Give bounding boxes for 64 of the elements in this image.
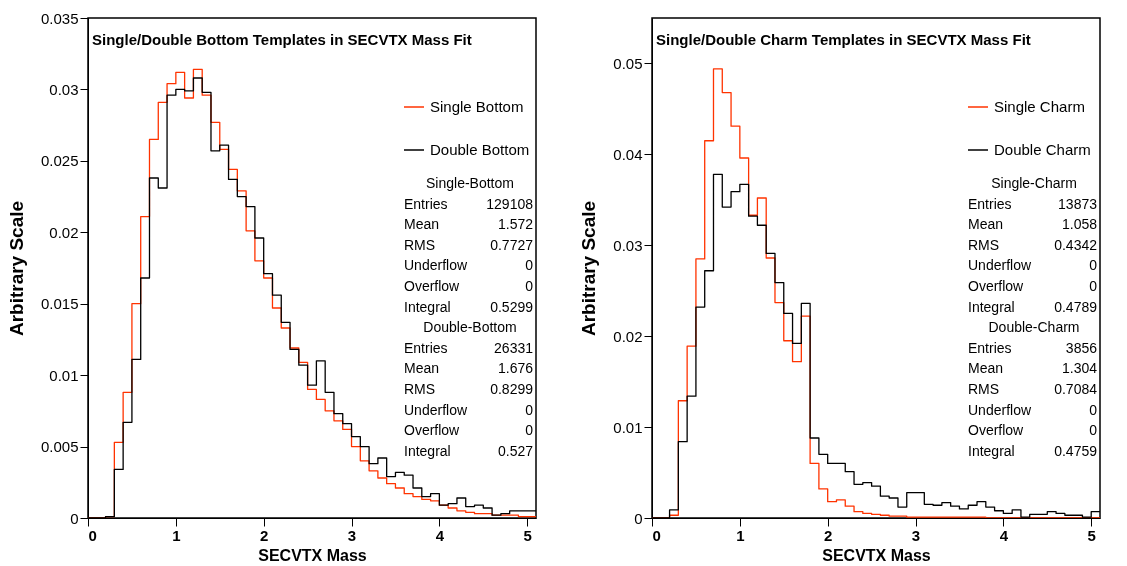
y-tick-label: 0 bbox=[634, 509, 643, 527]
legend-label: Single Bottom bbox=[430, 98, 524, 115]
annotation: Single-Charm bbox=[991, 175, 1077, 191]
text: Integral 0.527 bbox=[404, 442, 533, 459]
legend-label: Single Charm bbox=[994, 98, 1085, 115]
x-tick-label: 0 bbox=[652, 526, 661, 544]
x-tick-label: 2 bbox=[260, 526, 269, 544]
text: Entries 26331 bbox=[404, 339, 533, 356]
text: RMS 0.4342 bbox=[968, 236, 1097, 253]
y-tick-label: 0.02 bbox=[613, 327, 643, 345]
annotation: Single-Bottom bbox=[426, 175, 514, 191]
x-tick-label: 3 bbox=[347, 526, 357, 544]
text: RMS 0.7727 bbox=[404, 236, 533, 253]
annotation: Double-Bottom bbox=[423, 319, 517, 336]
text: Single/Double Bottom Templates in SECVTX Mass Fit bbox=[92, 31, 472, 48]
x-tick-label: 5 bbox=[1087, 526, 1096, 544]
text: Underflow 0 bbox=[968, 401, 1097, 418]
text: RMS 0.8299 bbox=[404, 381, 533, 397]
x-tick-label: 4 bbox=[435, 526, 445, 544]
text: Overflow 0 bbox=[968, 278, 1097, 294]
text: Mean 1.676 bbox=[404, 360, 533, 377]
x-axis-title: SECVTX Mass bbox=[258, 546, 367, 564]
text: Mean 1.304 bbox=[968, 360, 1097, 377]
annotation: Double-Charm bbox=[988, 319, 1080, 336]
x-tick-label: 4 bbox=[999, 526, 1009, 544]
y-tick-label: 0.01 bbox=[613, 418, 643, 436]
x-tick-label: 2 bbox=[824, 526, 833, 544]
text: Single/Double Charm Templates in SECVTX Mass Fit bbox=[656, 31, 1031, 48]
text: Overflow 0 bbox=[404, 422, 533, 439]
y-tick-label: 0.01 bbox=[49, 366, 79, 384]
text: Mean 1.058 bbox=[968, 216, 1097, 233]
text: Underflow 0 bbox=[404, 401, 533, 418]
x-tick-label: 3 bbox=[911, 526, 921, 544]
x-axis-title: SECVTX Mass bbox=[822, 546, 931, 564]
x-tick-label: 1 bbox=[172, 526, 181, 544]
text: Entries 3856 bbox=[968, 339, 1097, 356]
text: Entries 13873 bbox=[968, 195, 1097, 212]
y-tick-label: 0.03 bbox=[613, 236, 643, 254]
text: Underflow 0 bbox=[968, 257, 1097, 274]
text: Integral 0.4759 bbox=[968, 442, 1097, 459]
y-tick-label: 0.02 bbox=[49, 223, 79, 241]
legend-label: Double Bottom bbox=[430, 141, 530, 158]
y-tick-label: 0 bbox=[70, 509, 79, 527]
legend-label: Double Charm bbox=[994, 141, 1091, 158]
text: Entries 129108 bbox=[404, 195, 533, 212]
x-tick-label: 5 bbox=[523, 526, 532, 544]
y-axis-title: Arbitrary Scale bbox=[578, 200, 600, 337]
y-tick-label: 0.015 bbox=[40, 295, 79, 313]
x-tick-label: 0 bbox=[88, 526, 97, 544]
y-tick-label: 0.005 bbox=[40, 438, 79, 456]
y-tick-label: 0.025 bbox=[40, 152, 79, 170]
text: Mean 1.572 bbox=[404, 216, 533, 233]
text: Integral 0.5299 bbox=[404, 298, 533, 315]
y-tick-label: 0.03 bbox=[49, 80, 79, 98]
text: Integral 0.4789 bbox=[968, 298, 1097, 315]
y-tick-label: 0.05 bbox=[613, 54, 643, 72]
text: RMS 0.7084 bbox=[968, 381, 1097, 397]
text: Overflow 0 bbox=[404, 278, 533, 294]
x-tick-label: 1 bbox=[736, 526, 745, 544]
y-tick-label: 0.04 bbox=[613, 145, 643, 163]
y-tick-label: 0.035 bbox=[40, 9, 79, 27]
text: Overflow 0 bbox=[968, 422, 1097, 439]
text: Underflow 0 bbox=[404, 257, 533, 274]
y-axis-title: Arbitrary Scale bbox=[5, 200, 27, 337]
